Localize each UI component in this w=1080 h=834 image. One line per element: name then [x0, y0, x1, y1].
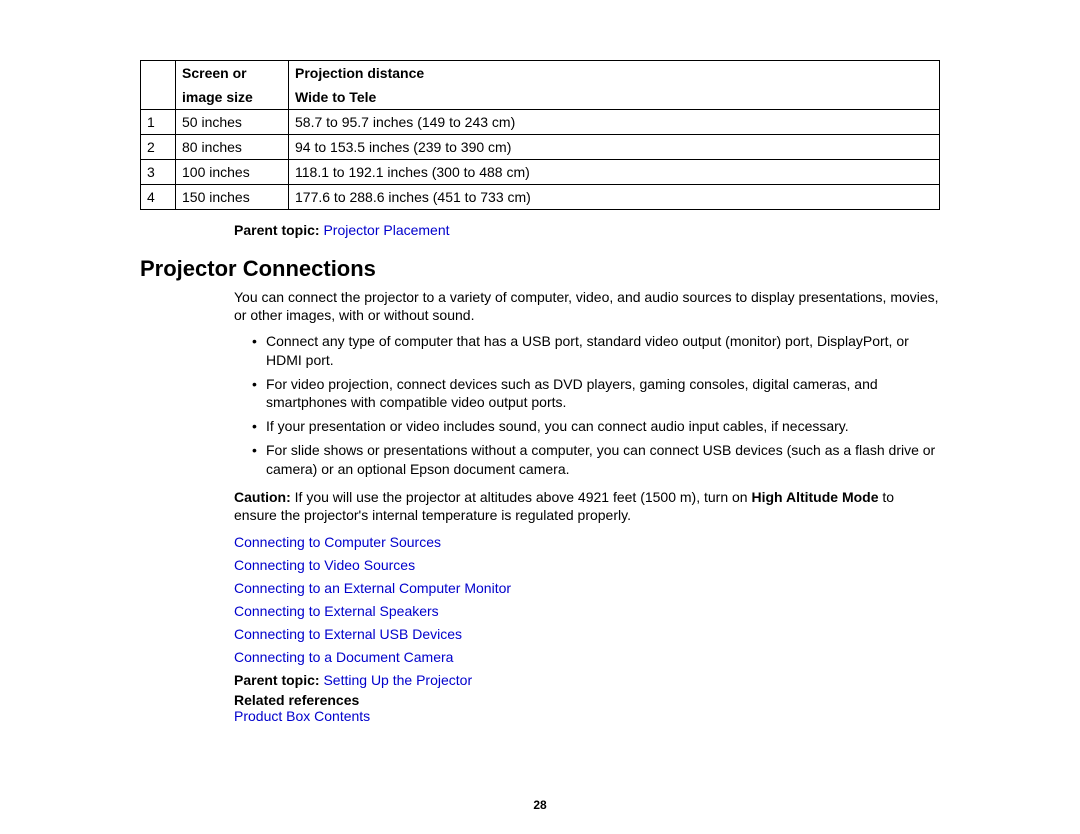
parent-topic-1: Parent topic: Projector Placement [234, 222, 940, 238]
topic-link[interactable]: Connecting to External Speakers [234, 603, 439, 619]
related-link[interactable]: Product Box Contents [234, 708, 370, 724]
row-num: 2 [141, 135, 176, 160]
row-num: 1 [141, 110, 176, 135]
row-dist: 177.6 to 288.6 inches (451 to 733 cm) [289, 185, 940, 210]
topic-links: Connecting to Computer Sources Connectin… [234, 532, 940, 668]
parent-topic-label: Parent topic: [234, 222, 323, 238]
list-item: For slide shows or presentations without… [252, 441, 940, 477]
parent-topic-link[interactable]: Projector Placement [323, 222, 449, 238]
topic-link[interactable]: Connecting to External USB Devices [234, 626, 462, 642]
related-label: Related references [234, 692, 940, 708]
caution-bold: High Altitude Mode [751, 489, 878, 505]
parent-topic-2: Parent topic: Setting Up the Projector [234, 672, 940, 688]
row-dist: 118.1 to 192.1 inches (300 to 488 cm) [289, 160, 940, 185]
header-dist-bot: Wide to Tele [289, 85, 940, 110]
caution-text: Caution: If you will use the projector a… [234, 488, 940, 524]
section-heading: Projector Connections [140, 256, 940, 282]
header-blank-top [141, 61, 176, 86]
table-row: 1 50 inches 58.7 to 95.7 inches (149 to … [141, 110, 940, 135]
row-size: 50 inches [176, 110, 289, 135]
row-size: 100 inches [176, 160, 289, 185]
topic-link[interactable]: Connecting to a Document Camera [234, 649, 453, 665]
related-references: Related references Product Box Contents [234, 692, 940, 724]
list-item: For video projection, connect devices su… [252, 375, 940, 411]
parent-topic-label: Parent topic: [234, 672, 323, 688]
row-size: 80 inches [176, 135, 289, 160]
page-number: 28 [0, 798, 1080, 812]
header-size-top: Screen or [176, 61, 289, 86]
table-row: 3 100 inches 118.1 to 192.1 inches (300 … [141, 160, 940, 185]
header-size-bot: image size [176, 85, 289, 110]
topic-link[interactable]: Connecting to an External Computer Monit… [234, 580, 511, 596]
row-num: 3 [141, 160, 176, 185]
topic-link[interactable]: Connecting to Video Sources [234, 557, 415, 573]
topic-link[interactable]: Connecting to Computer Sources [234, 534, 441, 550]
row-size: 150 inches [176, 185, 289, 210]
list-item: If your presentation or video includes s… [252, 417, 940, 435]
row-dist: 58.7 to 95.7 inches (149 to 243 cm) [289, 110, 940, 135]
intro-text: You can connect the projector to a varie… [234, 288, 940, 324]
bullet-list: Connect any type of computer that has a … [140, 332, 940, 477]
row-num: 4 [141, 185, 176, 210]
caution-label: Caution: [234, 489, 291, 505]
caution-pre: If you will use the projector at altitud… [291, 489, 752, 505]
table-row: 2 80 inches 94 to 153.5 inches (239 to 3… [141, 135, 940, 160]
table-row: 4 150 inches 177.6 to 288.6 inches (451 … [141, 185, 940, 210]
header-dist-top: Projection distance [289, 61, 940, 86]
parent-topic-link[interactable]: Setting Up the Projector [323, 672, 472, 688]
row-dist: 94 to 153.5 inches (239 to 390 cm) [289, 135, 940, 160]
list-item: Connect any type of computer that has a … [252, 332, 940, 368]
projection-distance-table: Screen or Projection distance image size… [140, 60, 940, 210]
header-blank-bot [141, 85, 176, 110]
